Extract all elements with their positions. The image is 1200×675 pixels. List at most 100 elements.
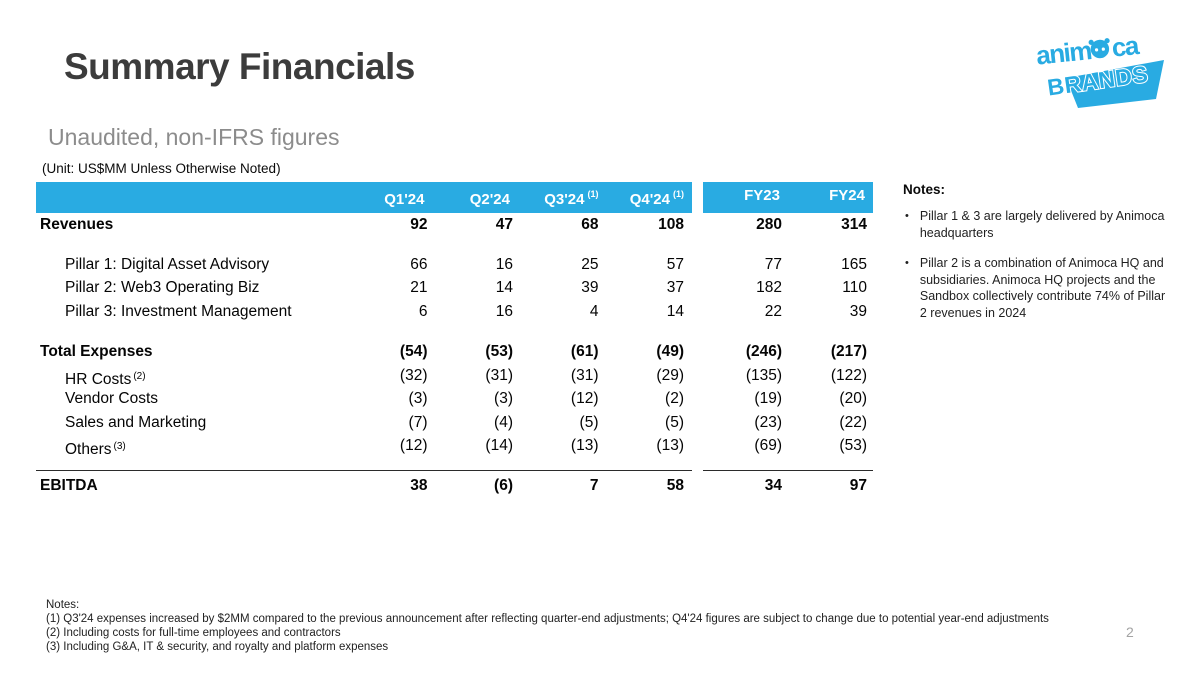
column-header-label: Q4'24 [629, 191, 670, 208]
cell-value: (2) [665, 390, 684, 407]
column-header-q3: Q3'24 (1) [521, 182, 607, 213]
column-gap [692, 253, 703, 277]
cell-value: (12) [570, 390, 599, 407]
row-label: Sales and Marketing [36, 411, 350, 435]
cell-value: 280 [756, 216, 782, 233]
table-row: Total Expenses (54) (53) (61) (49) (246) (217) [36, 340, 873, 364]
row-label: Revenues [36, 213, 350, 237]
cell-value: (122) [830, 366, 867, 384]
row-label-text: HR Costs [65, 370, 132, 388]
column-header-q2: Q2'24 [435, 182, 521, 213]
cell-value: 37 [666, 279, 684, 296]
cell-value: (7) [408, 413, 428, 431]
cell-value: 165 [841, 255, 867, 273]
cell-value: (5) [665, 413, 684, 431]
cell-value: 39 [849, 302, 867, 320]
cell-value: (13) [656, 437, 684, 454]
cell-value: 4 [589, 302, 599, 320]
table-row: Others (3) (12) (14) (13) (13) (69) (53) [36, 434, 873, 458]
cell-value: (13) [570, 437, 599, 454]
column-gap [692, 276, 703, 300]
cell-value: (4) [494, 413, 513, 431]
table-row: EBITDA 38 (6) 7 58 34 97 [36, 469, 873, 500]
cell-value: 14 [666, 302, 684, 320]
side-note-bullet: • Pillar 2 is a combination of Animoca H… [893, 255, 1169, 321]
cell-value: 14 [495, 279, 513, 296]
column-gap [692, 213, 703, 237]
bullet-marker: • [905, 257, 909, 269]
cell-value: 38 [350, 469, 436, 500]
cell-value: (6) [435, 469, 521, 500]
cell-value: (32) [399, 366, 428, 384]
row-label-text: Pillar 2: Web3 Operating Biz [65, 279, 260, 296]
table-row: HR Costs (2) (32) (31) (31) (29) (135) (122) [36, 364, 873, 388]
cell-value: 47 [495, 216, 513, 233]
bullet-marker: • [905, 210, 909, 222]
cell-value: 108 [658, 216, 684, 233]
column-header-fy24: FY24 [788, 182, 873, 213]
row-label-text: Revenues [40, 216, 114, 233]
row-label: HR Costs (2) [36, 364, 350, 392]
cell-value: (61) [570, 343, 599, 360]
cell-value: (14) [485, 437, 513, 454]
logo-text-anim: anim [1035, 35, 1093, 71]
cell-value: 57 [666, 255, 684, 273]
footer-note-line-2: (2) Including costs for full-time employ… [46, 627, 341, 639]
row-label: Vendor Costs [36, 387, 350, 411]
side-notes-panel: Notes: • Pillar 1 & 3 are largely delive… [893, 182, 1169, 321]
table-rows: Revenues 92 47 68 108 280 314 Pillar 1: Digital… [36, 213, 873, 500]
logo-flag-shape [1066, 60, 1164, 108]
unit-note: (Unit: US$MM Unless Otherwise Noted) [42, 161, 281, 176]
cell-value: (246) [745, 343, 782, 360]
row-label: Others (3) [36, 434, 350, 462]
column-header-fy23: FY23 [703, 182, 788, 213]
cell-value: (20) [839, 390, 867, 407]
column-header-label: FY23 [744, 187, 780, 204]
cell-value: 16 [495, 302, 513, 320]
header-gap [692, 182, 703, 213]
side-note-text: Pillar 1 & 3 are largely delivered by An… [919, 209, 1165, 240]
table-row: Sales and Marketing (7) (4) (5) (5) (23) (22) [36, 411, 873, 435]
side-note-text: Pillar 2 is a combination of Animoca HQ … [919, 256, 1166, 320]
row-label: Total Expenses [36, 340, 350, 364]
table-row: Pillar 2: Web3 Operating Biz 21 14 39 37 182 1… [36, 276, 873, 300]
header-spacer [36, 182, 350, 213]
row-label: Pillar 1: Digital Asset Advisory [36, 253, 350, 277]
cell-value: 6 [418, 302, 428, 320]
row-label-text: Pillar 3: Investment Management [65, 302, 292, 320]
cell-value: (12) [399, 437, 428, 454]
row-label-text: Vendor Costs [65, 390, 159, 407]
side-note-bullet: • Pillar 1 & 3 are largely delivered by … [893, 208, 1169, 241]
cell-value: (53) [839, 437, 867, 454]
cell-value: 77 [764, 255, 782, 273]
column-header-label: Q2'24 [469, 191, 510, 208]
subtitle: Unaudited, non-IFRS figures [48, 124, 340, 150]
cell-value: 39 [581, 279, 599, 296]
table-row: Vendor Costs (3) (3) (12) (2) (19) (20) [36, 387, 873, 411]
row-label-text: Pillar 1: Digital Asset Advisory [65, 255, 270, 273]
cell-value: 92 [410, 216, 428, 233]
cell-value: 16 [495, 255, 513, 273]
cell-value: (69) [754, 437, 782, 454]
column-gap [692, 434, 703, 462]
cell-value: 182 [756, 279, 782, 296]
row-label-text: Sales and Marketing [65, 413, 207, 431]
cell-value: (3) [494, 390, 513, 407]
cell-value: (135) [745, 366, 782, 384]
cell-value: (5) [579, 413, 599, 431]
cell-value: (3) [408, 390, 428, 407]
page-title: Summary Financials [64, 46, 415, 87]
cell-value: 58 [606, 469, 692, 500]
column-header-label: Q3'24 [544, 191, 585, 208]
animoca-brands-logo: anim ca BRANDS [1035, 30, 1164, 108]
column-header-q1: Q1'24 [350, 182, 436, 213]
column-header-label: Q1'24 [384, 191, 425, 208]
cell-value: (31) [485, 366, 513, 384]
cell-value: 25 [581, 255, 599, 273]
page-number: 2 [1126, 624, 1134, 640]
cell-value: (29) [656, 366, 684, 384]
cell-value: 314 [841, 216, 867, 233]
cell-value: (19) [754, 390, 782, 407]
cell-value: (31) [570, 366, 599, 384]
